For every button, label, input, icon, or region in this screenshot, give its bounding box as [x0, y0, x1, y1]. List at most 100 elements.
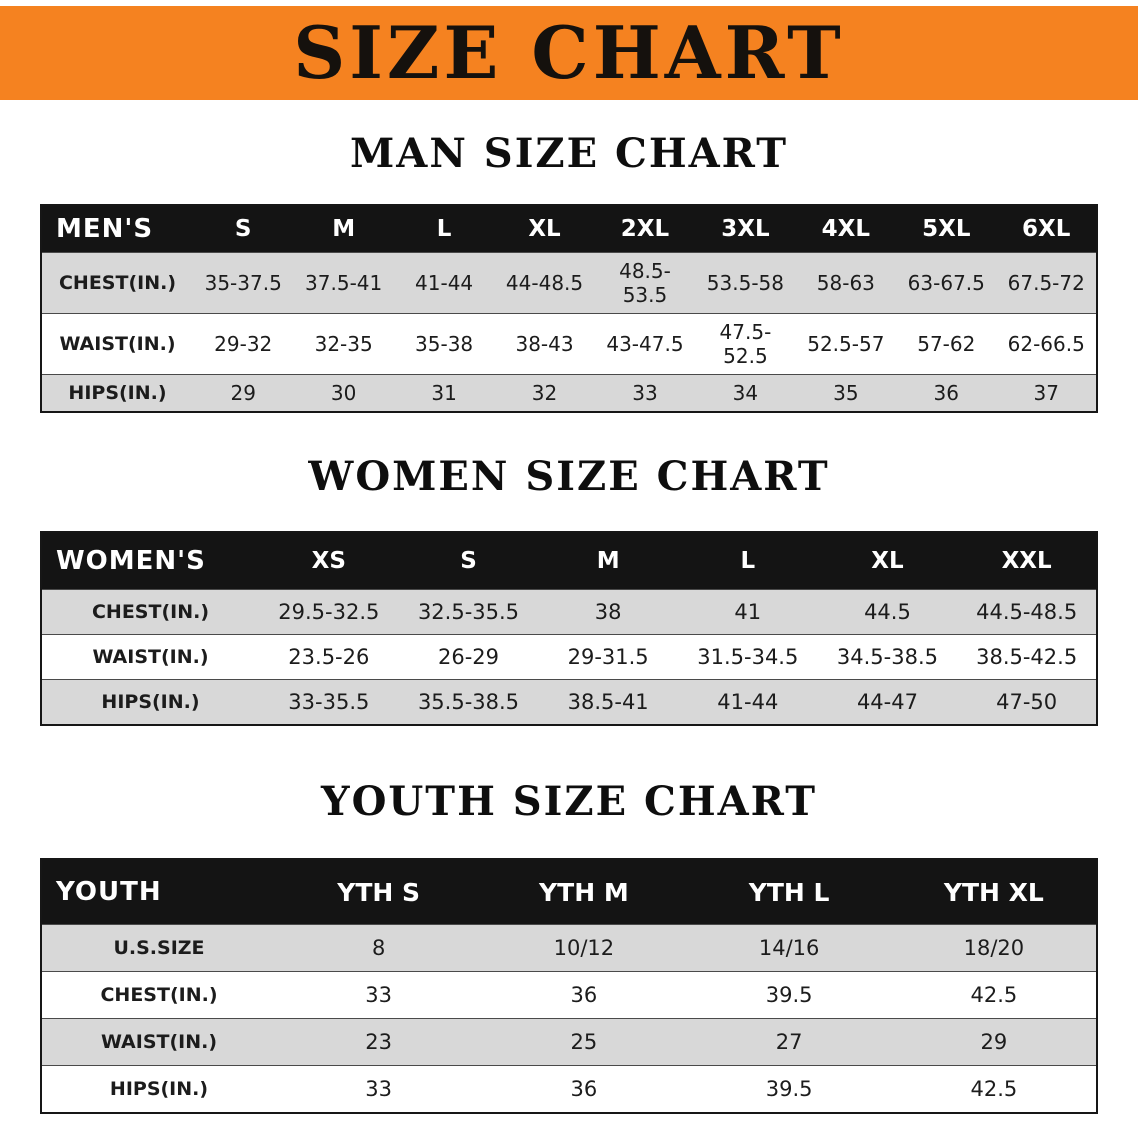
size-value-cell: 38.5-42.5 [976, 645, 1078, 669]
banner: SIZE CHART [0, 6, 1138, 100]
women-section-heading: WOMEN SIZE CHART [308, 453, 830, 500]
size-table: WOMEN'S XS S M L XL XXL CHEST(IN.) 29.5-32.5 32.5… [40, 531, 1098, 726]
size-value-cell: 26-29 [437, 645, 499, 669]
measurement-row: CHEST(IN.) 35-37.5 37.5-41 41-44 44-48.5 48.5… [41, 252, 1097, 314]
size-value-cell: 33 [365, 983, 392, 1007]
table-title-cell: YOUTH [41, 859, 276, 925]
size-column-header: YTH XL [891, 859, 1097, 925]
size-value-cell: 36 [570, 983, 598, 1007]
size-value-cell: 29-32 [214, 332, 273, 356]
size-value-cell: 44-48.5 [505, 271, 584, 295]
size-column-header: M [538, 532, 678, 590]
table-header-row: WOMEN'S XS S M L XL XXL [41, 532, 1097, 590]
size-value-cell: 32 [531, 381, 558, 405]
size-column-header: XS [259, 532, 399, 590]
table-header-row: MEN'S S M L XL 2XL 3XL 4XL 5XL 6XL [41, 205, 1097, 253]
size-value-cell: 63-67.5 [907, 271, 985, 295]
size-column-header: S [193, 205, 294, 253]
size-chart-content: MAN SIZE CHART MEN'S S M L XL 2XL 3XL 4XL 5XL 6XL… [0, 130, 1138, 1114]
size-value-cell: 37.5-41 [305, 271, 383, 295]
measurement-row: U.S.SIZE 8 10/12 14/16 18/20 [41, 924, 1097, 972]
size-value-cell: 42.5 [970, 983, 1018, 1007]
size-value-cell: 35 [833, 381, 859, 405]
measurement-row: WAIST(IN.) 23 25 27 29 [41, 1018, 1097, 1066]
size-value-cell: 44.5-48.5 [976, 600, 1078, 624]
women-size-table: WOMEN'S XS S M L XL XXL CHEST(IN.) 29.5-32.5 32.5… [0, 531, 1138, 726]
size-value-cell: 34.5-38.5 [836, 645, 938, 669]
size-value-cell: 18/20 [963, 936, 1025, 960]
size-value-cell: 34 [732, 381, 759, 405]
table-title-cell: MEN'S [41, 205, 193, 253]
size-value-cell: 48.5-53.5 [619, 259, 671, 307]
size-value-cell: 29.5-32.5 [278, 600, 380, 624]
size-value-cell: 58-63 [816, 271, 875, 295]
size-value-cell: 35-37.5 [204, 271, 282, 295]
size-value-cell: 36 [933, 381, 959, 405]
table-title-cell: WOMEN'S [41, 532, 259, 590]
measurement-row: WAIST(IN.) 29-32 32-35 35-38 38-43 43-47.5 47.… [41, 313, 1097, 375]
size-value-cell: 47-50 [996, 690, 1058, 714]
size-column-header: L [393, 205, 495, 253]
size-value-cell: 31 [431, 381, 457, 405]
size-column-header: XXL [957, 532, 1097, 590]
size-value-cell: 23.5-26 [288, 645, 370, 669]
size-value-cell: 29 [230, 381, 256, 405]
size-value-cell: 43-47.5 [606, 332, 684, 356]
size-value-cell: 33-35.5 [288, 690, 370, 714]
size-value-cell: 38.5-41 [567, 690, 649, 714]
size-value-cell: 39.5 [765, 983, 813, 1007]
size-value-cell: 36 [570, 1077, 598, 1101]
size-column-header: L [677, 532, 818, 590]
size-value-cell: 30 [330, 381, 357, 405]
men-size-table: MEN'S S M L XL 2XL 3XL 4XL 5XL 6XL CHEST(IN.) 35-37… [0, 204, 1138, 413]
size-column-header: 2XL [594, 205, 696, 253]
page-title: SIZE CHART [293, 10, 845, 95]
size-column-header: S [398, 532, 539, 590]
youth-section-heading: YOUTH SIZE CHART [321, 778, 817, 825]
size-value-cell: 67.5-72 [1007, 271, 1085, 295]
size-value-cell: 39.5 [765, 1077, 813, 1101]
size-column-header: 6XL [996, 205, 1097, 253]
measurement-label: WAIST(IN.) [59, 333, 176, 355]
measurement-label: CHEST(IN.) [100, 984, 218, 1006]
size-value-cell: 32-35 [314, 332, 373, 356]
section-men: MAN SIZE CHART MEN'S S M L XL 2XL 3XL 4XL 5XL 6XL… [0, 130, 1138, 413]
size-value-cell: 41 [734, 600, 762, 624]
table-header-row: YOUTH YTH S YTH M YTH L YTH XL [41, 859, 1097, 925]
size-value-cell: 8 [371, 936, 386, 960]
size-value-cell: 44-47 [856, 690, 918, 714]
size-value-cell: 25 [570, 1030, 598, 1054]
measurement-row: WAIST(IN.) 23.5-26 26-29 29-31.5 31.5-34.5 34… [41, 634, 1097, 680]
size-column-header: 3XL [695, 205, 796, 253]
size-value-cell: 10/12 [553, 936, 615, 960]
size-value-cell: 23 [365, 1030, 392, 1054]
size-value-cell: 44.5 [864, 600, 911, 624]
size-column-header: YTH M [481, 859, 687, 925]
size-column-header: 4XL [795, 205, 897, 253]
size-value-cell: 41-44 [415, 271, 474, 295]
measurement-label: CHEST(IN.) [58, 272, 177, 294]
size-value-cell: 57-62 [917, 332, 976, 356]
measurement-label: HIPS(IN.) [68, 382, 167, 404]
size-value-cell: 29 [980, 1030, 1008, 1054]
size-column-header: M [293, 205, 394, 253]
size-column-header: 5XL [896, 205, 997, 253]
size-value-cell: 32.5-35.5 [417, 600, 520, 624]
measurement-label: HIPS(IN.) [109, 1078, 209, 1100]
youth-size-table: YOUTH YTH S YTH M YTH L YTH XL U.S.SIZE 8 10/12… [0, 858, 1138, 1114]
size-value-cell: 33 [632, 381, 658, 405]
size-value-cell: 29-31.5 [567, 645, 649, 669]
measurement-label: WAIST(IN.) [92, 646, 209, 668]
size-column-header: YTH L [686, 859, 892, 925]
size-value-cell: 31.5-34.5 [697, 645, 799, 669]
size-column-header: YTH S [276, 859, 482, 925]
size-value-cell: 14/16 [758, 936, 820, 960]
size-table: MEN'S S M L XL 2XL 3XL 4XL 5XL 6XL CHEST(IN.) 35-37… [40, 204, 1098, 413]
section-youth: YOUTH SIZE CHART YOUTH YTH S YTH M YTH L YTH… [0, 778, 1138, 1114]
size-value-cell: 35-38 [415, 332, 474, 356]
size-value-cell: 53.5-58 [706, 271, 784, 295]
measurement-row: CHEST(IN.) 33 36 39.5 42.5 [41, 971, 1097, 1019]
size-value-cell: 37 [1033, 381, 1059, 405]
men-section-heading: MAN SIZE CHART [350, 130, 788, 177]
